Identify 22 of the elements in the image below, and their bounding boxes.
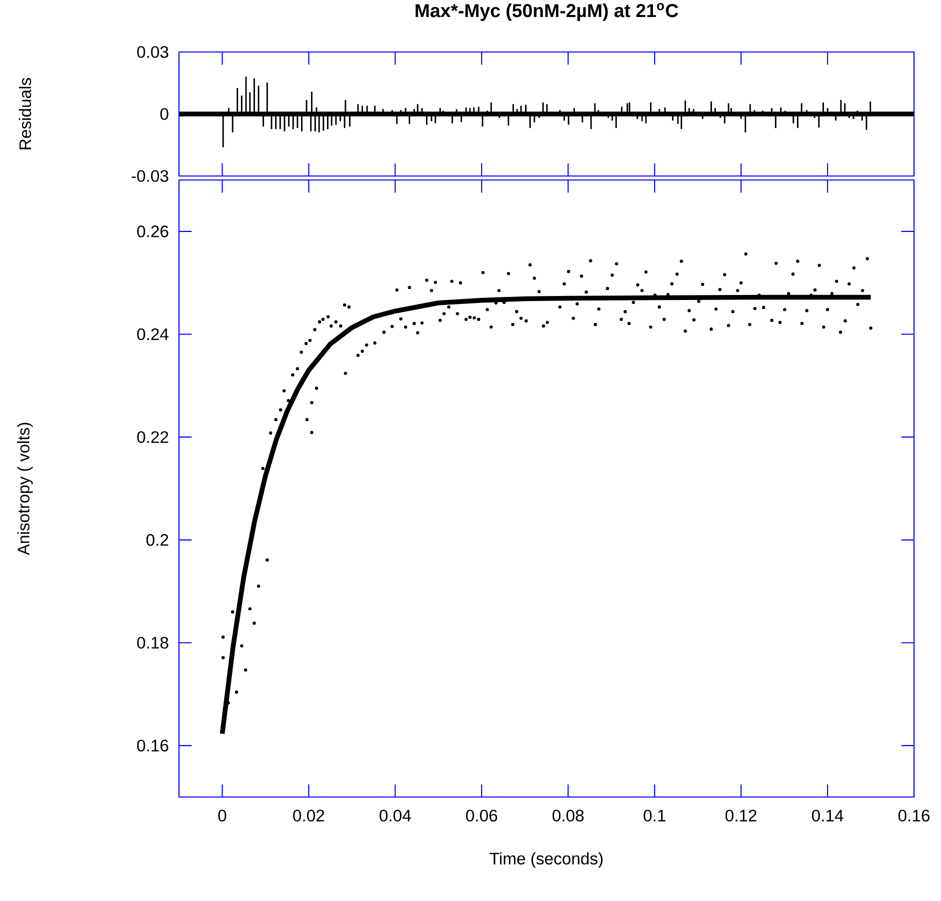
y-axis-title: Residuals (18, 78, 32, 150)
x-tick-label: 0.08 (552, 810, 584, 822)
x-axis-title: Time (seconds) (490, 852, 603, 868)
y-tick-label: 0.03 (137, 46, 168, 58)
x-tick-label: 0.16 (898, 810, 930, 822)
x-tick-label: 0.12 (725, 810, 756, 822)
y-tick-label: 0.26 (137, 226, 168, 238)
x-tick-label: 0.14 (812, 810, 844, 822)
x-tick-label: 0.1 (644, 810, 666, 822)
y-tick-label: 0.22 (137, 431, 168, 443)
y-axis-title: Anisotropy ( volts) (17, 422, 33, 556)
x-tick-label: 0.02 (293, 810, 324, 822)
y-tick-label: 0.2 (146, 534, 168, 546)
chart-title: Max*-Myc (50nM-2µM) at 21$^{o}$C (416, 3, 678, 21)
y-tick-label: 0.18 (137, 636, 168, 649)
x-tick-label: 0.04 (380, 810, 411, 822)
y-tick-label: 0 (160, 108, 168, 120)
y-tick-label: 0.16 (137, 740, 168, 752)
y-tick-label: -0.03 (132, 170, 168, 182)
x-tick-label: 0 (218, 810, 226, 822)
y-tick-label: 0.24 (137, 328, 168, 340)
x-tick-label: 0.06 (466, 810, 498, 822)
